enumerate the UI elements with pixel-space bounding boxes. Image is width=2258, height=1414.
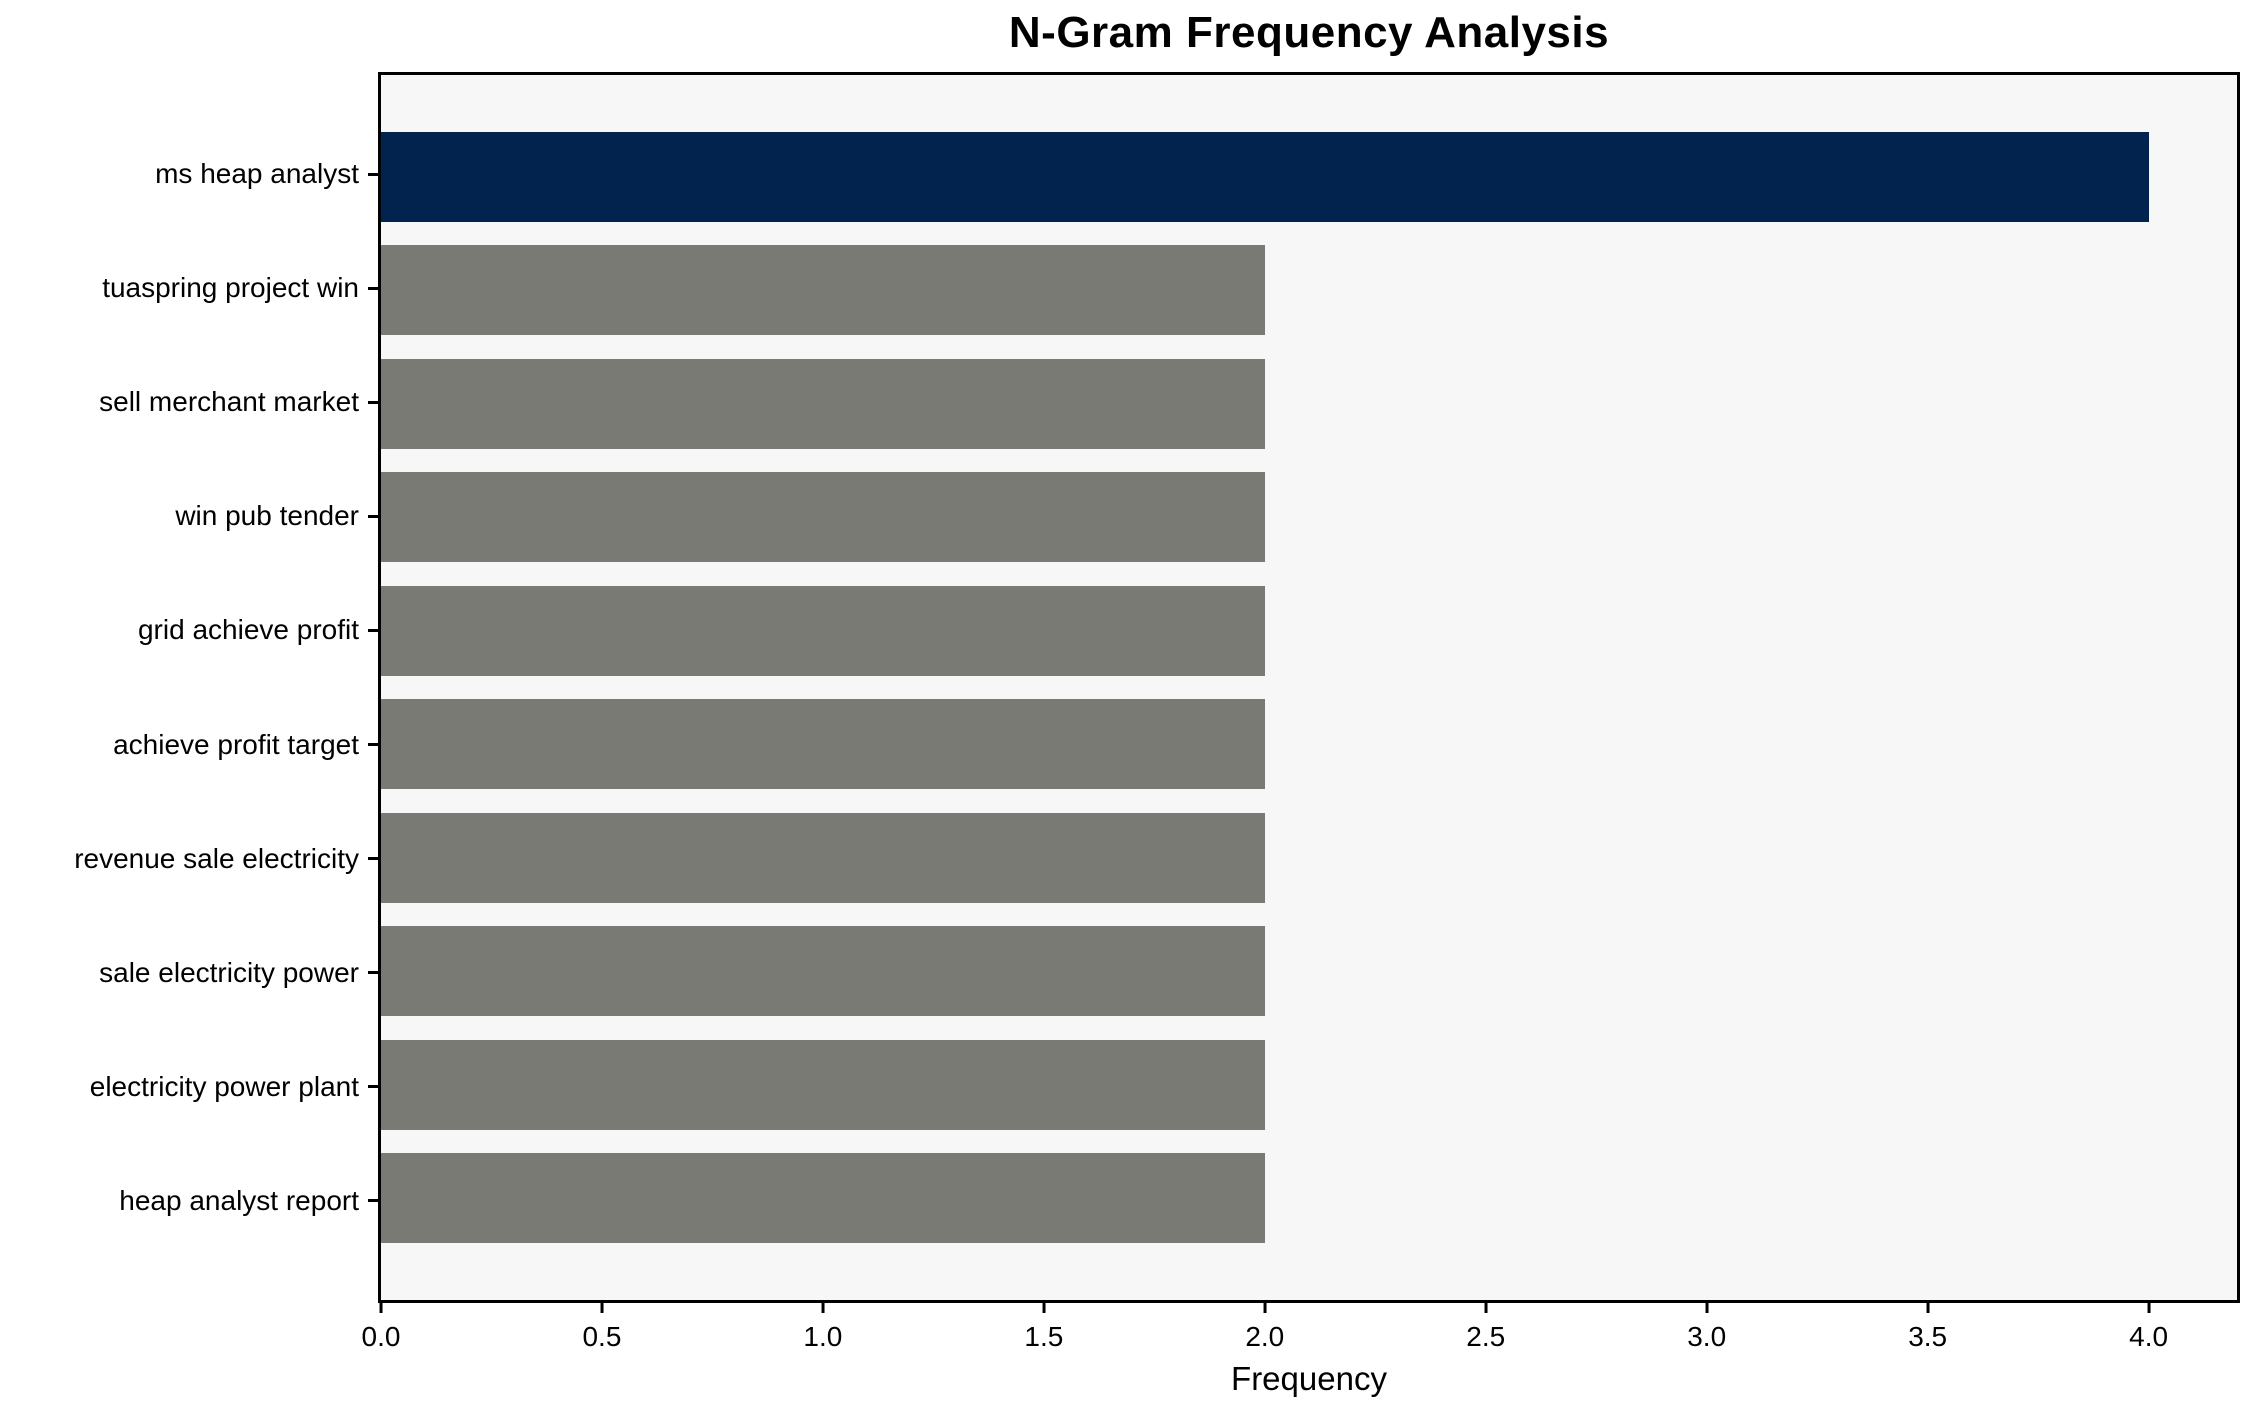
bar-row bbox=[381, 234, 2237, 348]
x-tick-label: 0.5 bbox=[582, 1321, 622, 1352]
bar-electricity-power-plant bbox=[381, 1039, 1265, 1130]
x-tick: 0.0 bbox=[361, 1303, 401, 1353]
x-tick-label: 1.0 bbox=[803, 1321, 843, 1352]
bar-sale-electricity-power bbox=[381, 926, 1265, 1017]
bar-win-pub-tender bbox=[381, 472, 1265, 563]
x-axis: 0.0 0.5 1.0 1.5 2.0 2.5 3.0 3.5 4.0 bbox=[362, 1303, 2237, 1393]
x-tick-label: 2.0 bbox=[1245, 1321, 1285, 1352]
x-tick: 3.0 bbox=[1687, 1303, 1726, 1353]
x-tick-mark bbox=[821, 1303, 825, 1313]
bar-row bbox=[381, 461, 2237, 575]
y-tick-row: revenue sale electricity bbox=[0, 802, 378, 916]
y-tick-row: sale electricity power bbox=[0, 916, 378, 1030]
y-tick-label: win pub tender bbox=[175, 500, 359, 532]
y-tick-mark bbox=[368, 628, 378, 632]
y-tick-label: ms heap analyst bbox=[155, 158, 359, 190]
x-tick-mark bbox=[1705, 1303, 1709, 1313]
bar-grid-achieve-profit bbox=[381, 585, 1265, 676]
x-tick-label: 1.5 bbox=[1024, 1321, 1064, 1352]
bar-ms-heap-analyst bbox=[381, 131, 2149, 222]
y-tick-label: tuaspring project win bbox=[102, 272, 359, 304]
y-tick-mark bbox=[368, 1199, 378, 1203]
bar-tuaspring-project-win bbox=[381, 245, 1265, 336]
bar-row bbox=[381, 688, 2237, 802]
y-tick-mark bbox=[368, 172, 378, 176]
y-tick-row: ms heap analyst bbox=[0, 117, 378, 231]
x-tick-label: 3.0 bbox=[1687, 1321, 1727, 1352]
bar-row bbox=[381, 1028, 2237, 1142]
y-tick-row: electricity power plant bbox=[0, 1030, 378, 1144]
x-tick-label: 3.5 bbox=[1908, 1321, 1948, 1352]
bar-row bbox=[381, 120, 2237, 234]
y-tick-row: tuaspring project win bbox=[0, 231, 378, 345]
bar-sell-merchant-market bbox=[381, 358, 1265, 449]
x-tick-mark bbox=[1926, 1303, 1930, 1313]
y-tick-mark bbox=[368, 743, 378, 747]
x-tick: 4.0 bbox=[2129, 1303, 2168, 1353]
y-tick-mark bbox=[368, 857, 378, 861]
bar-row bbox=[381, 801, 2237, 915]
bar-heap-analyst-report bbox=[381, 1153, 1265, 1244]
y-tick-label: grid achieve profit bbox=[137, 614, 359, 646]
plot-area bbox=[378, 72, 2240, 1303]
y-tick-mark bbox=[368, 286, 378, 290]
x-tick: 2.0 bbox=[1245, 1303, 1284, 1353]
bar-row bbox=[381, 574, 2237, 688]
y-tick-label: revenue sale electricity bbox=[74, 842, 359, 874]
x-tick-mark bbox=[2147, 1303, 2151, 1313]
x-tick-label: 4.0 bbox=[2129, 1321, 2169, 1352]
y-tick-label: sale electricity power bbox=[99, 956, 359, 988]
bar-row bbox=[381, 347, 2237, 461]
x-tick: 1.0 bbox=[803, 1303, 842, 1353]
x-tick-mark bbox=[1042, 1303, 1046, 1313]
y-tick-row: grid achieve profit bbox=[0, 573, 378, 687]
y-tick-row: win pub tender bbox=[0, 459, 378, 573]
x-tick-mark bbox=[379, 1303, 383, 1313]
y-tick-row: sell merchant market bbox=[0, 345, 378, 459]
x-tick-mark bbox=[1484, 1303, 1488, 1313]
bar-row bbox=[381, 915, 2237, 1029]
chart-title: N-Gram Frequency Analysis bbox=[1008, 8, 1610, 57]
y-tick-label: heap analyst report bbox=[119, 1184, 359, 1216]
y-tick-row: heap analyst report bbox=[0, 1144, 378, 1258]
x-tick-mark bbox=[1263, 1303, 1267, 1313]
x-tick: 1.5 bbox=[1024, 1303, 1063, 1353]
bar-achieve-profit-target bbox=[381, 699, 1265, 790]
x-tick-label: 2.5 bbox=[1466, 1321, 1506, 1352]
x-tick: 3.5 bbox=[1908, 1303, 1947, 1353]
y-axis: ms heap analyst tuaspring project win sell… bbox=[0, 72, 378, 1303]
bar-row bbox=[381, 1142, 2237, 1256]
x-tick-label: 0.0 bbox=[361, 1321, 401, 1352]
x-axis-title: Frequency bbox=[1231, 1360, 1387, 1397]
y-tick-mark bbox=[368, 971, 378, 975]
y-tick-mark bbox=[368, 1085, 378, 1089]
y-tick-label: electricity power plant bbox=[89, 1070, 359, 1102]
bar-revenue-sale-electricity bbox=[381, 812, 1265, 903]
x-tick: 2.5 bbox=[1466, 1303, 1505, 1353]
y-tick-mark bbox=[368, 514, 378, 518]
y-tick-mark bbox=[368, 400, 378, 404]
y-tick-row: achieve profit target bbox=[0, 687, 378, 801]
x-tick-mark bbox=[600, 1303, 604, 1313]
y-tick-label: sell merchant market bbox=[99, 386, 359, 418]
x-tick: 0.5 bbox=[582, 1303, 621, 1353]
y-tick-label: achieve profit target bbox=[113, 728, 359, 760]
